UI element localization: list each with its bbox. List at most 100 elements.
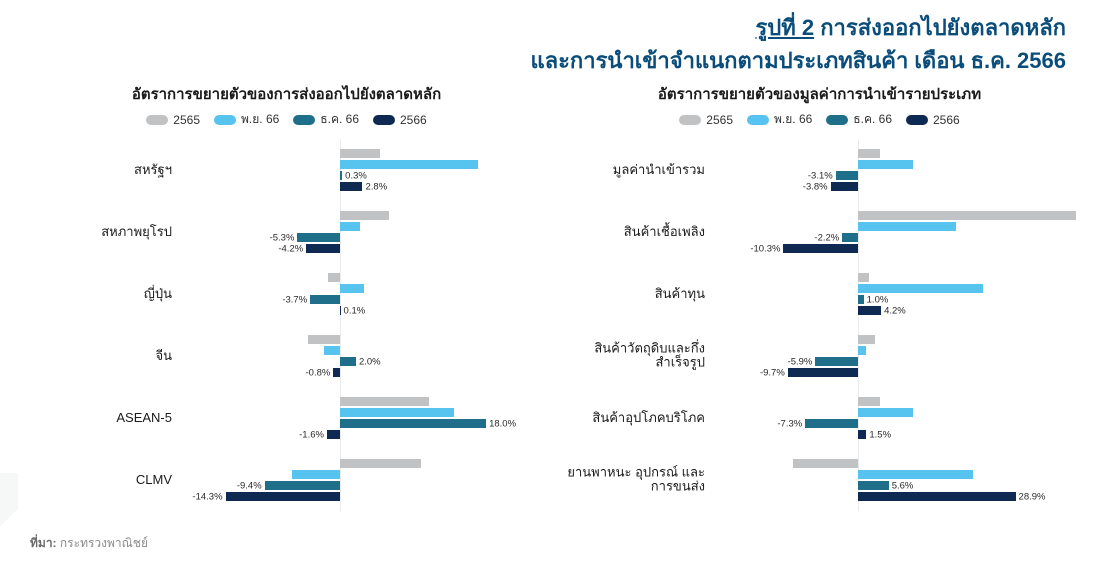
bars-area: 2.0%-0.8% <box>180 331 543 381</box>
bar-nov66 <box>340 408 454 417</box>
row-label: สินค้าเชื้อเพลิง <box>563 225 713 239</box>
chart-row: สินค้าทุน1.0%4.2% <box>563 263 1076 325</box>
chart-row: CLMV-9.4%-14.3% <box>30 449 543 511</box>
chart-row: ASEAN-518.0%-1.6% <box>30 387 543 449</box>
bar-value-label: -5.3% <box>270 232 295 243</box>
chart-row: สหรัฐฯ0.3%2.8% <box>30 139 543 201</box>
legend-label: ธ.ค. 66 <box>853 110 892 129</box>
bar-dec66 <box>310 295 340 304</box>
bar-y2566 <box>226 492 340 501</box>
bar-nov66 <box>340 284 364 293</box>
source-text: กระทรวงพาณิชย์ <box>60 536 148 550</box>
bar-y2566 <box>340 182 363 191</box>
bar-value-label: -4.2% <box>278 243 303 254</box>
legend-label: 2566 <box>933 113 960 127</box>
bars-area: -5.9%-9.7% <box>713 331 1076 381</box>
bar-value-label: -14.3% <box>192 491 222 502</box>
bar-y2566 <box>858 492 1015 501</box>
bar-dec66 <box>340 419 486 428</box>
bar-y2565 <box>340 211 389 220</box>
bar-y2565 <box>858 397 880 406</box>
bar-nov66 <box>858 222 956 231</box>
bar-nov66 <box>858 408 912 417</box>
legend-label: ธ.ค. 66 <box>320 110 359 129</box>
bar-y2566 <box>340 306 341 315</box>
chart-row: สินค้าเชื้อเพลิง-2.2%-10.3% <box>563 201 1076 263</box>
bar-dec66 <box>842 233 858 242</box>
row-label: ญี่ปุ่น <box>30 287 180 301</box>
bar-nov66 <box>340 160 478 169</box>
title-rest-1: การส่งออกไปยังตลาดหลัก <box>820 15 1066 40</box>
legend-right: 2565 พ.ย. 66 ธ.ค. 66 2566 <box>563 110 1076 129</box>
chart-row: สหภาพยุโรป -5.3%-4.2% <box>30 201 543 263</box>
title-line1: รูปที่ 2 การส่งออกไปยังตลาดหลัก <box>0 10 1066 45</box>
bars-area: 1.0%4.2% <box>713 269 1076 319</box>
chart-row: มูลค่านำเข้ารวม-3.1%-3.8% <box>563 139 1076 201</box>
bar-y2566 <box>788 368 858 377</box>
figure-label: รูปที่ 2 <box>755 15 814 40</box>
legend-item-dec66: ธ.ค. 66 <box>293 110 359 129</box>
legend-label: พ.ย. 66 <box>774 110 812 129</box>
bar-y2565 <box>858 149 880 158</box>
row-label: สินค้าอุปโภคบริโภค <box>563 411 713 425</box>
row-label: ยานพาหนะ อุปกรณ์ และการขนส่ง <box>563 466 713 495</box>
legend-left: 2565 พ.ย. 66 ธ.ค. 66 2566 <box>30 110 543 129</box>
legend-item-y2566: 2566 <box>906 110 960 129</box>
row-label: มูลค่านำเข้ารวม <box>563 163 713 177</box>
legend-swatch <box>293 115 315 125</box>
bars-area: -3.1%-3.8% <box>713 145 1076 195</box>
bar-y2565 <box>858 211 1076 220</box>
zero-line <box>858 449 859 511</box>
bars-area: -9.4%-14.3% <box>180 455 543 505</box>
row-label: สหรัฐฯ <box>30 163 180 177</box>
bar-dec66 <box>297 233 339 242</box>
legend-item-y2565: 2565 <box>146 110 200 129</box>
legend-item-nov66: พ.ย. 66 <box>747 110 812 129</box>
bar-value-label: -0.8% <box>306 367 331 378</box>
bar-y2566 <box>783 244 858 253</box>
chart-row: ญี่ปุ่น -3.7% 0.1% <box>30 263 543 325</box>
legend-swatch <box>906 115 928 125</box>
legend-item-y2565: 2565 <box>679 110 733 129</box>
bar-value-label: 5.6% <box>892 480 914 491</box>
bar-value-label: -7.3% <box>777 418 802 429</box>
bar-value-label: -1.6% <box>299 429 324 440</box>
bar-nov66 <box>324 346 340 355</box>
row-label: สินค้าทุน <box>563 287 713 301</box>
bar-y2565 <box>340 149 381 158</box>
row-label: สินค้าวัตถุดิบและกึ่งสำเร็จรูป <box>563 342 713 371</box>
bar-y2565 <box>328 273 340 282</box>
chart-right-title: อัตราการขยายตัวของมูลค่าการนำเข้ารายประเ… <box>563 82 1076 106</box>
bar-value-label: 0.1% <box>344 305 366 316</box>
legend-label: 2566 <box>400 113 427 127</box>
bar-nov66 <box>858 284 983 293</box>
bar-nov66 <box>858 346 866 355</box>
chart-left-body: สหรัฐฯ0.3%2.8% สหภาพยุโรป -5.3%-4.2% ญี่ปุ่… <box>30 139 543 511</box>
bar-y2565 <box>858 273 869 282</box>
chart-right: อัตราการขยายตัวของมูลค่าการนำเข้ารายประเ… <box>553 82 1086 511</box>
bar-y2565 <box>308 335 340 344</box>
chart-row: ยานพาหนะ อุปกรณ์ และการขนส่ง5.6%28.9% <box>563 449 1076 511</box>
bar-dec66 <box>340 171 342 180</box>
row-label: จีน <box>30 349 180 363</box>
source-prefix: ที่มา: <box>30 536 57 550</box>
bar-value-label: -9.7% <box>760 367 785 378</box>
chart-header: รูปที่ 2 การส่งออกไปยังตลาดหลัก และการนำ… <box>0 0 1106 82</box>
charts-row: อัตราการขยายตัวของการส่งออกไปยังตลาดหลัก… <box>0 82 1106 511</box>
bar-dec66 <box>836 171 859 180</box>
bar-value-label: -3.7% <box>282 294 307 305</box>
bar-y2566 <box>327 430 340 439</box>
corner-decoration <box>0 473 18 563</box>
row-label: CLMV <box>30 473 180 487</box>
bars-area: -3.7% 0.1% <box>180 269 543 319</box>
bar-value-label: 2.8% <box>365 181 387 192</box>
chart-row: สินค้าวัตถุดิบและกึ่งสำเร็จรูป-5.9%-9.7% <box>563 325 1076 387</box>
bar-value-label: -5.9% <box>788 356 813 367</box>
bar-nov66 <box>340 222 360 231</box>
bars-area: 5.6%28.9% <box>713 455 1076 505</box>
bar-value-label: 1.0% <box>867 294 889 305</box>
bar-value-label: -2.2% <box>814 232 839 243</box>
bar-nov66 <box>858 160 912 169</box>
row-label: สหภาพยุโรป <box>30 225 180 239</box>
legend-label: พ.ย. 66 <box>241 110 279 129</box>
